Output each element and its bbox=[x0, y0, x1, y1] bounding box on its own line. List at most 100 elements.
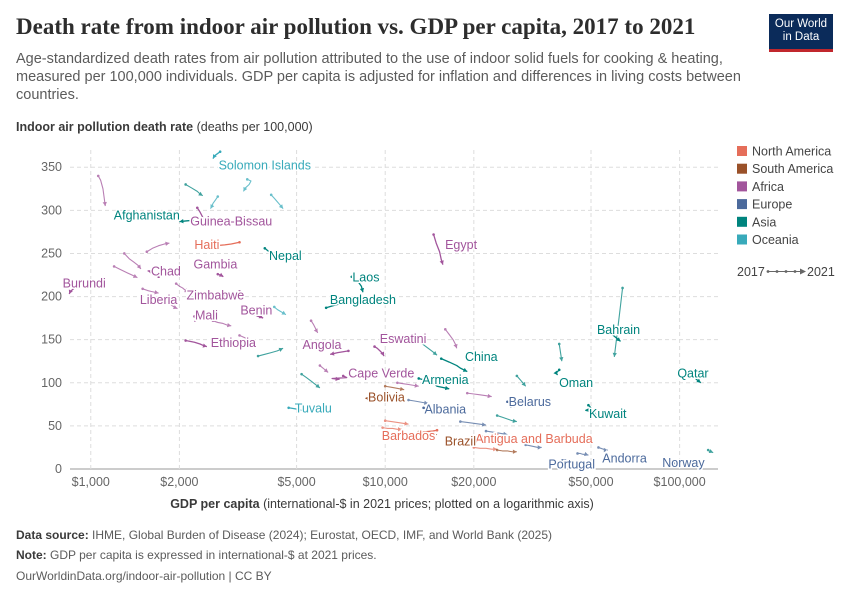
country-label[interactable]: Oman bbox=[558, 374, 595, 391]
country-trail-afghanistan[interactable] bbox=[179, 215, 204, 224]
country-label[interactable]: Angola bbox=[301, 336, 343, 353]
country-trail[interactable] bbox=[164, 301, 178, 310]
country-trail[interactable] bbox=[123, 252, 142, 270]
country-trail-guinea-bissau[interactable] bbox=[195, 206, 209, 228]
country-trail-bolivia[interactable] bbox=[365, 393, 374, 401]
legend-item[interactable]: South America bbox=[752, 162, 833, 176]
country-trail-chad[interactable] bbox=[147, 269, 160, 279]
country-label[interactable]: Benin bbox=[239, 302, 274, 319]
country-trail-gambia[interactable] bbox=[216, 272, 224, 278]
country-trail-belarus[interactable] bbox=[506, 400, 515, 409]
country-trail[interactable] bbox=[444, 328, 458, 349]
country-trail[interactable] bbox=[484, 429, 508, 436]
country-label[interactable]: Gambia bbox=[192, 256, 239, 273]
country-trail[interactable] bbox=[495, 414, 517, 423]
country-trail[interactable] bbox=[211, 319, 232, 328]
legend-item[interactable]: Asia bbox=[752, 215, 776, 229]
country-trail-kuwait[interactable] bbox=[585, 403, 597, 416]
country-trail-egypt[interactable] bbox=[432, 233, 444, 265]
country-trail-liberia[interactable] bbox=[146, 293, 154, 299]
country-trail-haiti[interactable] bbox=[215, 240, 241, 248]
country-label[interactable]: Albania bbox=[423, 401, 468, 418]
country-label[interactable]: Brazil bbox=[443, 433, 477, 450]
country-label[interactable]: Chad bbox=[149, 263, 182, 280]
country-trail-bahrain[interactable] bbox=[606, 329, 621, 342]
country-trail-ethiopia[interactable] bbox=[184, 339, 208, 348]
country-trail[interactable] bbox=[383, 419, 409, 426]
country-label[interactable]: Afghanistan bbox=[112, 207, 181, 224]
country-trail-oman[interactable] bbox=[553, 368, 561, 376]
country-label[interactable]: Bolivia bbox=[367, 389, 407, 406]
country-trail[interactable] bbox=[96, 174, 107, 207]
country-label[interactable]: Bahrain bbox=[595, 322, 641, 339]
country-trail[interactable] bbox=[465, 391, 492, 399]
country-label[interactable]: Burundi bbox=[61, 275, 107, 292]
country-label[interactable]: Liberia bbox=[138, 292, 179, 309]
country-trail-andorra[interactable] bbox=[604, 456, 620, 462]
country-trail-zimbabwe[interactable] bbox=[224, 290, 241, 297]
country-trail[interactable] bbox=[597, 446, 608, 453]
country-trail-solomon-islands[interactable] bbox=[212, 150, 222, 159]
country-trail[interactable] bbox=[141, 287, 159, 295]
country-trail[interactable] bbox=[459, 420, 487, 427]
country-trail[interactable] bbox=[184, 183, 204, 197]
country-trail[interactable] bbox=[396, 381, 419, 388]
country-trail[interactable] bbox=[706, 448, 714, 454]
country-label[interactable]: Qatar bbox=[676, 365, 710, 382]
country-trail[interactable] bbox=[318, 364, 329, 373]
country-trail-laos[interactable] bbox=[350, 275, 365, 293]
country-label[interactable]: Ethiopia bbox=[209, 335, 257, 352]
country-trail-mali[interactable] bbox=[193, 315, 199, 322]
country-trail-burundi[interactable] bbox=[68, 283, 79, 295]
country-label[interactable]: Portugal bbox=[547, 456, 597, 473]
footer-url[interactable]: OurWorldinData.org/indoor-air-pollution … bbox=[16, 569, 272, 583]
country-trail[interactable] bbox=[472, 446, 498, 452]
country-label[interactable]: Kuwait bbox=[587, 405, 628, 422]
country-trail[interactable] bbox=[515, 374, 527, 387]
country-label[interactable]: Solomon Islands bbox=[217, 157, 312, 174]
legend-item[interactable]: Africa bbox=[752, 180, 784, 194]
country-trail[interactable] bbox=[242, 178, 252, 192]
country-label[interactable]: China bbox=[463, 348, 499, 365]
country-label[interactable]: Antigua and Barbuda bbox=[474, 430, 595, 447]
country-trail[interactable] bbox=[269, 193, 284, 209]
country-trail-angola[interactable] bbox=[329, 349, 350, 356]
country-trail[interactable] bbox=[112, 265, 138, 279]
country-label[interactable]: Norway bbox=[661, 454, 707, 471]
country-trail[interactable] bbox=[524, 443, 542, 450]
country-trail-benin[interactable] bbox=[249, 311, 264, 319]
country-trail[interactable] bbox=[557, 342, 564, 362]
country-trail[interactable] bbox=[238, 334, 255, 343]
country-trail[interactable] bbox=[145, 241, 170, 254]
legend-item[interactable]: North America bbox=[752, 145, 831, 159]
country-trail[interactable] bbox=[407, 398, 429, 405]
country-label[interactable]: Eswatini bbox=[378, 330, 428, 347]
country-trail-barbados[interactable] bbox=[418, 428, 439, 436]
country-trail-armenia[interactable] bbox=[417, 377, 450, 391]
country-trail[interactable] bbox=[435, 409, 454, 416]
country-trail-albania[interactable] bbox=[422, 406, 442, 415]
country-label[interactable]: Laos bbox=[351, 269, 381, 286]
country-label[interactable]: Bangladesh bbox=[328, 292, 397, 309]
country-trail-china[interactable] bbox=[439, 357, 468, 373]
country-label[interactable]: Tuvalu bbox=[293, 400, 333, 417]
country-trail[interactable] bbox=[632, 459, 648, 464]
country-label[interactable]: Armenia bbox=[421, 372, 471, 389]
country-trail-tuvalu[interactable] bbox=[287, 406, 307, 413]
country-trail-eswatini[interactable] bbox=[373, 345, 385, 357]
country-label[interactable]: Nepal bbox=[268, 248, 304, 265]
country-trail-nepal[interactable] bbox=[263, 246, 276, 256]
country-trail-bangladesh[interactable] bbox=[324, 300, 347, 310]
country-trail[interactable] bbox=[300, 372, 321, 389]
country-label[interactable]: Andorra bbox=[601, 450, 649, 467]
country-label[interactable]: Mali bbox=[193, 307, 219, 324]
country-label[interactable]: Haiti bbox=[193, 236, 221, 253]
country-trail[interactable] bbox=[174, 282, 189, 293]
country-label[interactable]: Cape Verde bbox=[347, 365, 416, 382]
country-trail-norway[interactable] bbox=[661, 460, 678, 466]
country-trail-brazil[interactable] bbox=[446, 438, 455, 444]
country-trail[interactable] bbox=[383, 384, 405, 392]
country-trail-cape-verde[interactable] bbox=[331, 374, 348, 382]
legend-item[interactable]: Europe bbox=[752, 198, 792, 212]
country-trail[interactable] bbox=[495, 448, 517, 454]
